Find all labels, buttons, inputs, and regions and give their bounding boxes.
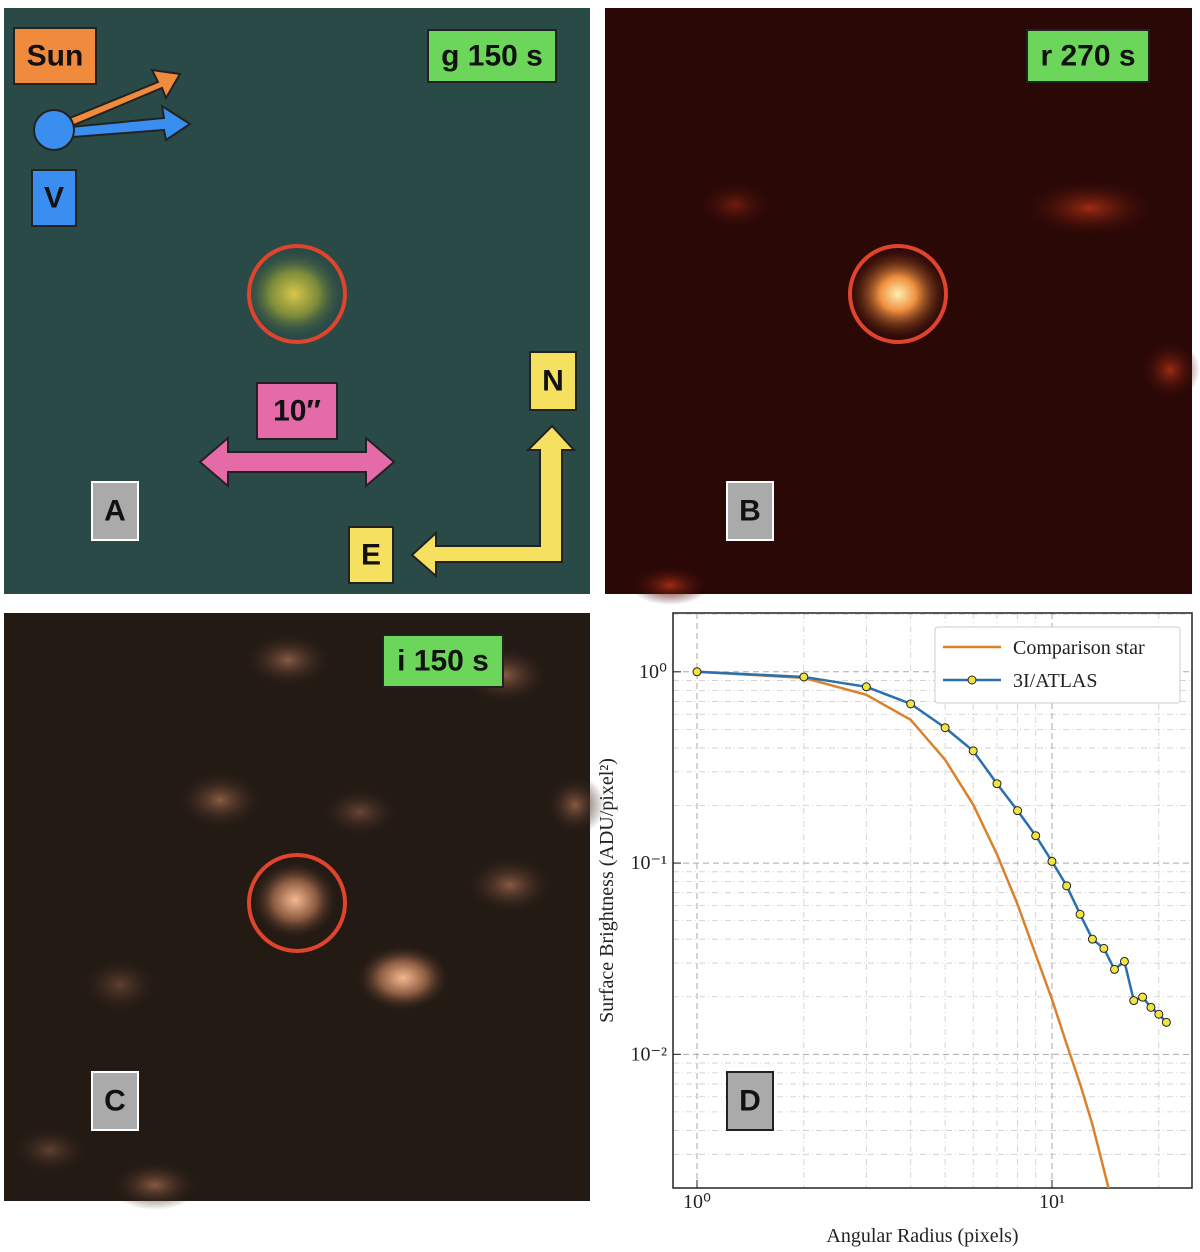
velocity-label: V	[44, 182, 64, 215]
legend-marker	[967, 675, 977, 685]
data-point	[1146, 1002, 1156, 1012]
data-point	[1154, 1009, 1164, 1019]
data-point	[1129, 996, 1139, 1006]
plot-area	[692, 667, 1171, 1188]
data-point	[1031, 831, 1041, 841]
panel-label: A	[104, 495, 126, 528]
data-point	[1161, 1017, 1171, 1027]
data-point	[906, 699, 916, 709]
legend-label: Comparison star	[1013, 637, 1145, 659]
plot-frame	[672, 612, 1193, 1189]
data-point	[1062, 881, 1072, 891]
data-point	[861, 682, 871, 692]
east-label: E	[361, 539, 381, 572]
data-point	[1138, 992, 1148, 1002]
scale-label: 10″	[273, 395, 321, 428]
panel-label-box	[726, 1071, 774, 1131]
data-point	[1099, 943, 1109, 953]
panel-b: r 270 s B	[605, 8, 1200, 605]
panel-label: D	[739, 1085, 761, 1118]
panel-label: C	[104, 1085, 126, 1118]
data-point	[968, 746, 978, 756]
exposure-label: r 270 s	[1040, 40, 1135, 73]
data-point	[1075, 909, 1085, 919]
series-line	[696, 670, 1110, 1188]
data-point	[692, 667, 702, 677]
y-tick-label: 10⁻²	[630, 1043, 667, 1065]
exposure-label: g 150 s	[441, 40, 543, 73]
data-point	[799, 672, 809, 682]
sun-label: Sun	[27, 40, 84, 73]
data-point	[1119, 956, 1129, 966]
panel-d: 10⁰ 10¹ 10⁻² 10⁻¹ 10⁰ Comparison star 3I/ATLAS…	[596, 612, 1193, 1247]
y-axis-label: Surface Brightness (ADU/pixel²)	[596, 758, 618, 1023]
y-tick-label: 10⁻¹	[630, 852, 667, 874]
x-axis-label: Angular Radius (pixels)	[826, 1225, 1018, 1247]
legend-label: 3I/ATLAS	[1013, 670, 1097, 692]
data-point	[1047, 856, 1057, 866]
panel-c: i 150 s C	[4, 613, 605, 1210]
x-tick-label: 10¹	[1039, 1191, 1065, 1213]
panel-label: B	[739, 495, 761, 528]
exposure-label: i 150 s	[397, 645, 489, 678]
data-point	[1109, 964, 1119, 974]
north-label: N	[542, 365, 564, 398]
y-tick-label: 10⁰	[639, 661, 667, 683]
data-point	[940, 723, 950, 733]
x-tick-label: 10⁰	[683, 1191, 711, 1213]
panel-a: Sun g 150 s V 10″ N E A	[4, 8, 590, 594]
data-point	[992, 779, 1002, 789]
data-point	[1013, 806, 1023, 816]
data-point	[1087, 934, 1097, 944]
